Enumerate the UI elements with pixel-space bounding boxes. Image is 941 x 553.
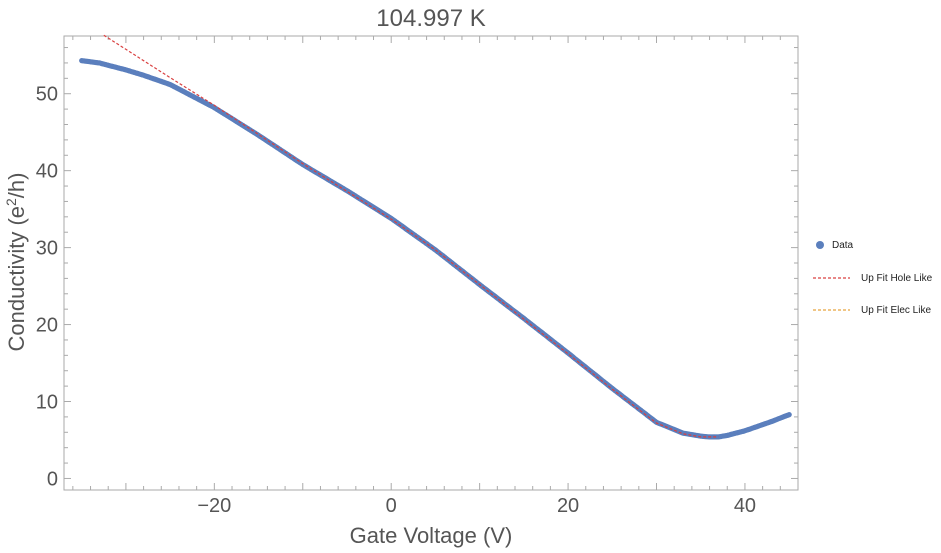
legend-item-data: Data [816,240,854,251]
major-ticks [64,36,798,490]
y-tick-label: 10 [36,392,58,414]
legend-label-data: Data [832,240,854,251]
plot-frame [63,35,799,491]
legend: Data Up Fit Hole Like Up Fit Elec Like [813,240,933,316]
y-tick-label: 20 [36,315,58,337]
y-axis-title: Conductivity (e2/h) [3,173,29,352]
tick-labels: −20 0 20 40 0 10 20 30 40 50 [36,84,756,517]
y-tick-label: 50 [36,84,58,106]
x-tick-label: 0 [386,495,397,517]
series-hole-fit-line [103,34,719,438]
legend-item-hole-fit: Up Fit Hole Like [813,273,933,284]
y-tick-label: 0 [47,468,58,490]
legend-label-hole-fit: Up Fit Hole Like [861,273,933,284]
x-tick-label: 40 [734,495,756,517]
legend-item-elec-fit: Up Fit Elec Like [813,305,931,316]
y-tick-label: 30 [36,238,58,260]
minor-ticks [64,36,799,490]
y-axis-title-sup: 2 [3,198,19,206]
x-tick-label: −20 [197,495,231,517]
y-tick-label: 40 [36,161,58,183]
series-layer [79,34,792,440]
legend-label-elec-fit: Up Fit Elec Like [861,305,931,316]
data-point [786,412,792,418]
x-axis-title: Gate Voltage (V) [350,523,513,548]
legend-marker-data [816,241,824,249]
series-data [79,58,792,440]
x-tick-label: 20 [557,495,579,517]
chart-title: 104.997 K [376,5,485,32]
y-axis-title-tail: /h) [4,173,29,199]
y-axis-title-main: Conductivity (e [4,206,29,352]
